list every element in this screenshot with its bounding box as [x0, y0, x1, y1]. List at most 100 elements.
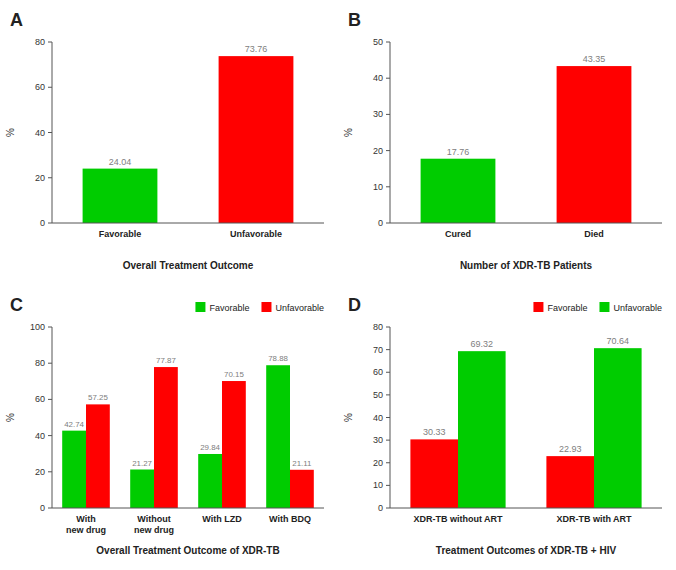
- y-tick: [48, 87, 52, 88]
- bar: [421, 159, 496, 223]
- y-tick-label: 20: [373, 146, 383, 156]
- y-tick: [386, 417, 390, 418]
- y-tick: [48, 132, 52, 133]
- y-tick: [48, 223, 52, 224]
- y-tick: [48, 177, 52, 178]
- bars: [62, 365, 314, 508]
- x-tick-label-line: new drug: [66, 525, 106, 535]
- data-label: 77.87: [156, 356, 176, 365]
- y-tick-label: 80: [373, 322, 383, 332]
- legend-swatch: [261, 302, 271, 312]
- y-tick: [48, 508, 52, 509]
- bar: [557, 66, 632, 223]
- y-tick: [48, 327, 52, 328]
- x-axis-label: Number of XDR-TB Patients: [460, 260, 593, 271]
- y-tick: [48, 42, 52, 43]
- x-tick-label: With BDQ: [269, 514, 311, 524]
- y-tick-label: 100: [30, 322, 45, 332]
- panel-label: C: [10, 295, 23, 315]
- y-axis: [52, 42, 53, 223]
- bars: [83, 56, 294, 223]
- x-axis-label: Overall Treatment Outcome: [123, 260, 254, 271]
- y-axis-label: %: [5, 128, 16, 137]
- y-axis-label: %: [5, 413, 16, 422]
- y-tick-label: 60: [35, 82, 45, 92]
- y-tick: [386, 42, 390, 43]
- x-tick-label: Withnew drug: [66, 514, 106, 535]
- x-tick-label: With LZD: [202, 514, 242, 524]
- y-tick-label: 20: [35, 467, 45, 477]
- x-tick-label-line: Died: [584, 229, 604, 239]
- y-tick-label: 0: [378, 218, 383, 228]
- legend-swatch: [533, 302, 543, 312]
- y-tick: [386, 150, 390, 151]
- x-tick-label-line: Unfavorable: [230, 229, 282, 239]
- y-tick: [48, 399, 52, 400]
- y-tick-label: 0: [378, 503, 383, 513]
- panel-label: B: [348, 10, 361, 30]
- x-tick-label: XDR-TB without ART: [413, 514, 503, 524]
- x-axis: [390, 223, 662, 224]
- y-tick-label: 80: [35, 358, 45, 368]
- data-label: 22.93: [559, 444, 582, 454]
- panel-label: D: [348, 295, 361, 315]
- panel: C020406080100%42.7421.2729.8478.8857.257…: [5, 295, 324, 556]
- data-label: 17.76: [447, 147, 470, 157]
- data-label: 42.74: [64, 420, 84, 429]
- bar: [266, 365, 290, 508]
- bar: [410, 439, 458, 508]
- y-tick: [386, 78, 390, 79]
- data-label: 43.35: [583, 54, 606, 64]
- bars: [410, 348, 641, 508]
- y-tick: [386, 508, 390, 509]
- bar: [130, 470, 154, 508]
- y-axis: [390, 327, 391, 508]
- data-label: 73.76: [245, 44, 268, 54]
- legend-label: Unfavorable: [613, 303, 662, 313]
- y-tick: [386, 394, 390, 395]
- y-tick: [48, 471, 52, 472]
- data-label: 24.04: [109, 157, 132, 167]
- panel: B01020304050%17.7643.35CuredDiedNumber o…: [343, 10, 662, 271]
- legend: UnfavorableFavorable: [195, 302, 324, 313]
- x-tick-label: Withoutnew drug: [134, 514, 174, 535]
- y-tick-label: 30: [373, 109, 383, 119]
- y-tick-label: 10: [373, 480, 383, 490]
- data-label: 21.11: [292, 459, 312, 468]
- x-tick-label: Favorable: [99, 229, 142, 239]
- bar: [594, 348, 642, 508]
- y-tick-label: 20: [373, 458, 383, 468]
- x-tick-label-line: With BDQ: [269, 514, 311, 524]
- y-tick: [386, 186, 390, 187]
- y-axis: [390, 42, 391, 223]
- bar: [198, 454, 222, 508]
- y-tick-label: 40: [373, 73, 383, 83]
- y-tick: [386, 485, 390, 486]
- data-labels: 24.04 73.76: [109, 44, 268, 166]
- y-tick-label: 70: [373, 345, 383, 355]
- y-axis-label: %: [343, 128, 354, 137]
- y-tick-label: 80: [35, 37, 45, 47]
- legend-label: Favorable: [547, 303, 587, 313]
- y-tick: [386, 440, 390, 441]
- legend-label: Favorable: [209, 303, 249, 313]
- x-tick-label: Unfavorable: [230, 229, 282, 239]
- bar: [222, 381, 246, 508]
- y-tick-label: 10: [373, 182, 383, 192]
- x-tick-label-line: Favorable: [99, 229, 142, 239]
- x-axis-label: Treatment Outcomes of XDR-TB + HIV: [436, 545, 617, 556]
- x-axis-label: Overall Treatment Outcome of XDR-TB: [96, 545, 279, 556]
- bar: [219, 56, 294, 223]
- legend-swatch: [195, 302, 205, 312]
- x-axis: [390, 508, 662, 509]
- y-tick: [386, 372, 390, 373]
- y-axis: [52, 327, 53, 508]
- bar: [154, 367, 178, 508]
- bars: [421, 66, 632, 223]
- x-tick-label-line: With LZD: [202, 514, 242, 524]
- bar: [62, 431, 86, 508]
- legend-swatch: [599, 302, 609, 312]
- bar: [290, 470, 314, 508]
- data-labels: 42.7421.2729.8478.8857.2577.8770.1521.11: [64, 354, 312, 468]
- y-tick-label: 40: [35, 128, 45, 138]
